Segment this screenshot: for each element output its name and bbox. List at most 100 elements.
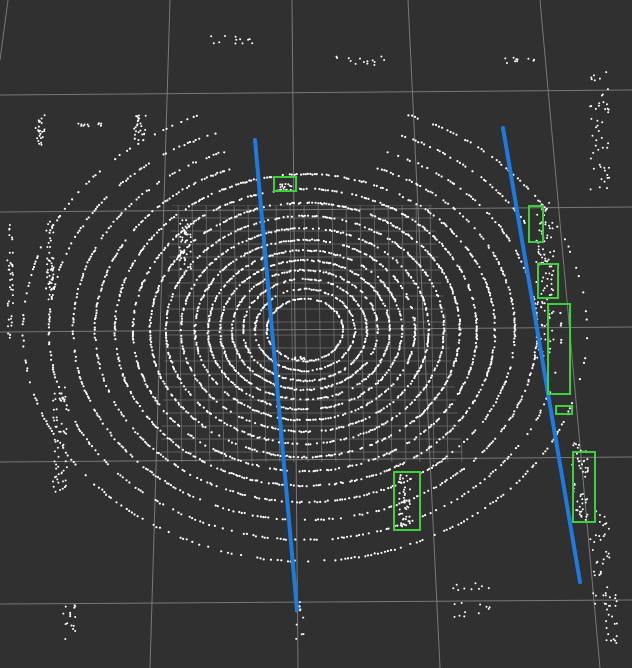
- lidar-point: [82, 225, 85, 228]
- environment-point: [543, 309, 546, 312]
- detection-box-7[interactable]: [572, 451, 596, 523]
- environment-point: [283, 185, 286, 188]
- lidar-point: [47, 326, 51, 329]
- lidar-point: [388, 338, 391, 341]
- environment-point: [575, 452, 578, 455]
- lidar-point: [51, 368, 55, 371]
- lidar-point: [95, 347, 98, 350]
- lidar-point: [332, 203, 335, 206]
- lidar-point: [56, 439, 59, 442]
- lidar-point: [347, 465, 350, 468]
- lidar-point: [228, 263, 231, 266]
- lidar-point: [257, 343, 260, 347]
- lidar-point: [486, 374, 489, 377]
- lidar-point: [449, 527, 452, 530]
- lidar-point: [487, 286, 490, 290]
- lidar-point: [208, 229, 211, 232]
- lidar-point: [427, 334, 430, 337]
- environment-point: [294, 356, 297, 359]
- lidar-point: [453, 208, 456, 211]
- lidar-point: [446, 431, 449, 434]
- lidar-point: [201, 271, 204, 274]
- lidar-point: [489, 472, 492, 475]
- lidar-point: [398, 345, 401, 348]
- lidar-point: [489, 292, 492, 295]
- lidar-point: [358, 179, 361, 182]
- lidar-point: [339, 254, 342, 257]
- lidar-point: [391, 363, 394, 366]
- environment-point: [56, 446, 59, 449]
- environment-point: [135, 130, 137, 133]
- lidar-point: [381, 439, 384, 442]
- detection-box-4[interactable]: [547, 303, 571, 395]
- lidar-point: [257, 270, 260, 273]
- environment-point: [50, 278, 53, 281]
- lidar-point: [222, 469, 225, 472]
- lidar-point: [386, 237, 389, 240]
- environment-point: [580, 493, 582, 496]
- lidar-point: [221, 313, 224, 316]
- lidar-point: [358, 495, 361, 498]
- detection-box-2[interactable]: [528, 205, 544, 243]
- detection-box-3[interactable]: [537, 263, 559, 299]
- lidar-point: [118, 364, 121, 367]
- lidar-point: [223, 372, 226, 375]
- lidar-point: [172, 441, 175, 444]
- lidar-point: [359, 406, 363, 409]
- lidar-point: [79, 377, 82, 380]
- environment-point: [77, 122, 80, 125]
- environment-point: [7, 318, 10, 321]
- lidar-point: [501, 270, 505, 273]
- lidar-point: [391, 295, 394, 298]
- lidar-point: [381, 203, 384, 206]
- lidar-point: [378, 294, 381, 297]
- lidar-point: [117, 408, 120, 411]
- lidar-point: [323, 559, 326, 562]
- environment-point: [11, 288, 14, 291]
- lidar-point: [134, 486, 137, 489]
- lidar-point: [372, 286, 375, 289]
- lidar-point: [309, 443, 312, 446]
- lidar-point: [286, 560, 290, 563]
- lidar-point: [240, 511, 243, 515]
- lidar-point: [447, 376, 450, 379]
- lidar-point: [142, 438, 145, 441]
- lidar-point: [442, 151, 445, 154]
- detection-box-6[interactable]: [393, 471, 421, 531]
- lidar-point: [171, 295, 174, 298]
- environment-point: [603, 533, 606, 536]
- lidar-point: [210, 308, 213, 311]
- lidar-point: [382, 488, 385, 492]
- environment-point: [543, 325, 546, 327]
- lidar-point: [472, 297, 475, 301]
- lidar-point: [209, 464, 213, 467]
- detection-box-5[interactable]: [555, 405, 573, 415]
- lidar-point: [436, 148, 439, 152]
- lidar-point: [400, 339, 403, 343]
- lidar-point: [385, 311, 388, 314]
- environment-point: [548, 316, 551, 319]
- lidar-point: [438, 241, 441, 244]
- lidar-point: [320, 407, 323, 410]
- lidar-point: [305, 398, 308, 401]
- lidar-point: [386, 253, 389, 256]
- detection-box-1[interactable]: [273, 176, 297, 192]
- lidar-point: [408, 356, 411, 359]
- lidar-point: [333, 190, 336, 193]
- lidar-point: [394, 241, 397, 244]
- lidar-point: [325, 261, 328, 264]
- environment-point: [409, 488, 411, 491]
- environment-point: [7, 300, 10, 303]
- lidar-point: [193, 332, 196, 335]
- lidar-point: [231, 381, 234, 384]
- environment-point: [11, 278, 13, 281]
- lidar-point: [536, 417, 539, 420]
- lidar-point: [305, 370, 308, 373]
- lidar-point: [211, 306, 214, 309]
- lidar-point: [354, 409, 357, 412]
- lidar-point: [164, 457, 167, 460]
- environment-point: [487, 587, 490, 590]
- lidar-point: [156, 400, 159, 403]
